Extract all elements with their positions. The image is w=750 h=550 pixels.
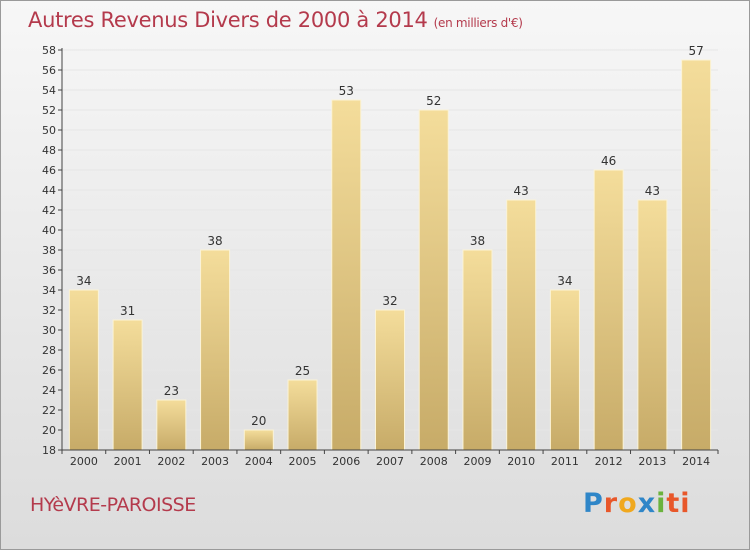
y-tick-label: 30 [42, 324, 56, 337]
x-tick-label: 2009 [463, 455, 491, 468]
y-tick-label: 58 [42, 44, 56, 57]
bar [331, 99, 362, 451]
bar [112, 319, 143, 451]
y-tick-label: 34 [42, 284, 56, 297]
x-tick-label: 2013 [638, 455, 666, 468]
chart-title: Autres Revenus Divers de 2000 à 2014 (en … [28, 8, 523, 32]
bar-value-label: 38 [207, 234, 222, 248]
y-tick-label: 26 [42, 364, 56, 377]
y-tick-label: 24 [42, 384, 56, 397]
bar-value-labels: 34 31 23 38 20 25 53 32 52 38 43 34 46 43 57 [76, 44, 704, 428]
bar [68, 289, 99, 451]
chart-title-text: Autres Revenus Divers de 2000 à 2014 [28, 8, 428, 32]
bar-value-label: 38 [470, 234, 485, 248]
bar-value-label: 32 [382, 294, 397, 308]
y-tick-label: 20 [42, 424, 56, 437]
bar [637, 199, 668, 451]
bar [243, 429, 274, 451]
bar-value-label: 34 [557, 274, 572, 288]
y-tick-label: 22 [42, 404, 56, 417]
x-tick-label: 2005 [289, 455, 317, 468]
y-tick-label: 18 [42, 444, 56, 457]
bar-value-label: 46 [601, 154, 616, 168]
y-tick-label: 48 [42, 144, 56, 157]
x-tick-label: 2000 [70, 455, 98, 468]
bar-value-label: 57 [688, 44, 703, 58]
bar-value-label: 31 [120, 304, 135, 318]
bar-value-label: 34 [76, 274, 91, 288]
x-tick-label: 2010 [507, 455, 535, 468]
proxiti-logo: Proxiti [583, 488, 691, 519]
y-tick-label: 42 [42, 204, 56, 217]
y-tick-label: 46 [42, 164, 56, 177]
x-tick-label: 2004 [245, 455, 273, 468]
y-tick-label: 28 [42, 344, 56, 357]
y-tick-label: 44 [42, 184, 56, 197]
bar [593, 169, 624, 451]
bar [418, 109, 449, 451]
bar [506, 199, 537, 451]
bars [68, 59, 712, 451]
y-tick-label: 52 [42, 104, 56, 117]
bar [156, 399, 187, 451]
x-tick-label: 2008 [420, 455, 448, 468]
bar-value-label: 52 [426, 94, 441, 108]
x-tick-label: 2002 [157, 455, 185, 468]
x-tick-label: 2006 [332, 455, 360, 468]
bar-value-label: 43 [514, 184, 529, 198]
bar [462, 249, 493, 451]
x-tick-label: 2012 [595, 455, 623, 468]
x-axis-ticks: 2000 2001 2002 2003 2004 2005 2006 2007 2008 2009… [61, 450, 719, 468]
bar [200, 249, 231, 451]
y-tick-label: 32 [42, 304, 56, 317]
bar-value-label: 23 [164, 384, 179, 398]
x-tick-label: 2011 [551, 455, 579, 468]
bar [287, 379, 318, 451]
bar [375, 309, 405, 451]
bar-value-label: 25 [295, 364, 310, 378]
bar [549, 289, 580, 451]
y-tick-label: 36 [42, 264, 56, 277]
y-axis-ticks: 18 20 22 24 26 28 30 32 34 36 38 40 42 44 46 48 50 52 54 56… [42, 44, 62, 457]
bar-value-label: 43 [645, 184, 660, 198]
x-tick-label: 2003 [201, 455, 229, 468]
bar-value-label: 53 [339, 84, 354, 98]
bar-value-label: 20 [251, 414, 266, 428]
y-tick-label: 50 [42, 124, 56, 137]
x-tick-label: 2001 [114, 455, 142, 468]
chart-unit: (en milliers d'€) [433, 16, 523, 30]
y-tick-label: 56 [42, 64, 56, 77]
commune-name: HYèVRE-PAROISSE [30, 494, 196, 516]
x-tick-label: 2007 [376, 455, 404, 468]
y-tick-label: 38 [42, 244, 56, 257]
x-tick-label: 2014 [682, 455, 710, 468]
bar [681, 59, 712, 451]
y-tick-label: 54 [42, 84, 56, 97]
y-tick-label: 40 [42, 224, 56, 237]
